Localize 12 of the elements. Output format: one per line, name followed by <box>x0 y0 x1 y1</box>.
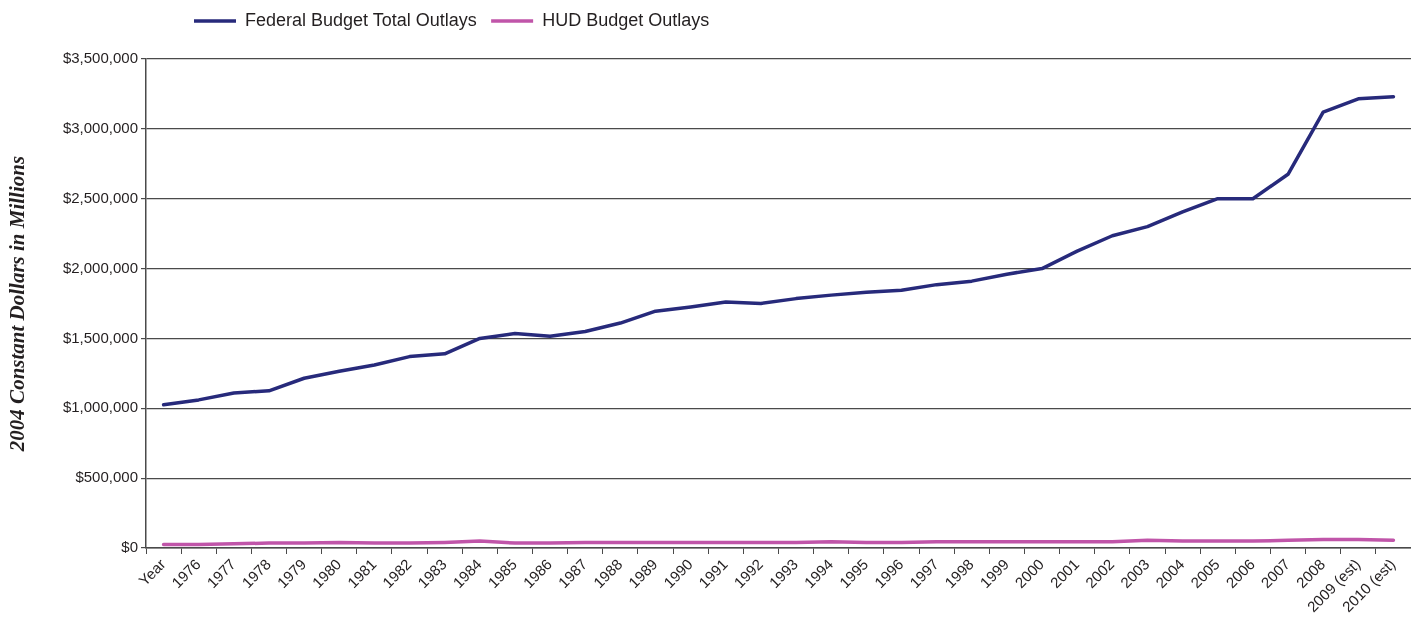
legend-label: HUD Budget Outlays <box>542 9 710 30</box>
y-tick-label: $3,000,000 <box>62 119 138 136</box>
y-tick-label: $0 <box>121 538 138 556</box>
y-axis-title: 2004 Constant Dollars in Millions <box>5 155 30 453</box>
y-tick-label: $500,000 <box>75 468 138 486</box>
y-tick-label: $2,500,000 <box>62 188 138 206</box>
x-tick-label: Year <box>135 555 169 589</box>
y-tick-label: $2,000,000 <box>62 258 138 276</box>
y-tick-label: $3,500,000 <box>62 49 138 67</box>
legend-label: Federal Budget Total Outlays <box>245 9 477 30</box>
y-tick-label: $1,500,000 <box>62 328 138 346</box>
y-tick-label: $1,000,000 <box>62 398 138 416</box>
